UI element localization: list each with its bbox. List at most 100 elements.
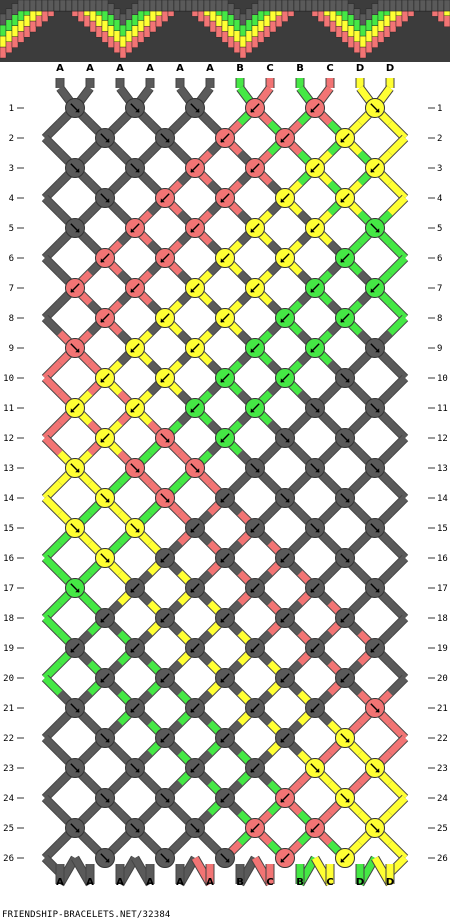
knot-arrowhead-icon [250,828,255,833]
knot [65,518,85,538]
knot [245,818,265,838]
knot [335,488,355,508]
knot [155,848,175,868]
knot-arrowhead-icon [280,858,285,863]
knot-arrowhead-icon [375,588,380,593]
knot-arrowhead-icon [310,588,315,593]
row-number-right: 19 [437,644,448,654]
knot [95,488,115,508]
knot [125,218,145,238]
knot [365,458,385,478]
knot [245,158,265,178]
strand-segment [42,480,63,501]
knot-arrowhead-icon [75,768,80,773]
row-number-right: 8 [437,314,442,324]
knot [215,128,235,148]
knot-arrowhead-icon [345,498,350,503]
row-number-left: 24 [3,794,14,804]
knot-arrowhead-icon [165,138,170,143]
knot [215,608,235,628]
strand-segment [42,315,63,336]
knot [155,488,175,508]
knot-arrowhead-icon [345,798,350,803]
strand-segment [387,135,408,156]
row-number-right: 11 [437,404,448,414]
knot [155,368,175,388]
knot-arrowhead-icon [135,168,140,173]
knot-arrowhead-icon [190,708,195,713]
knot [305,278,325,298]
knot [365,638,385,658]
knot [65,818,85,838]
knot [155,728,175,748]
knot-arrowhead-icon [165,438,170,443]
knot-arrowhead-icon [310,108,315,113]
knot [185,398,205,418]
knot [335,128,355,148]
row-number-right: 6 [437,254,442,264]
knot [305,638,325,658]
strand-segment [42,240,63,261]
knot [305,518,325,538]
knot [125,458,145,478]
knot-arrowhead-icon [105,198,110,203]
strand-segment [42,495,63,516]
knot [185,818,205,838]
knot [65,158,85,178]
strand-segment [387,735,408,756]
knot [65,578,85,598]
knot-arrowhead-icon [105,738,110,743]
row-number-left: 13 [3,464,14,474]
knot [245,638,265,658]
knot-arrowhead-icon [250,648,255,653]
knot [155,428,175,448]
knot-arrowhead-icon [250,228,255,233]
knot-arrowhead-icon [135,528,140,533]
row-number-left: 19 [3,644,14,654]
knot [185,338,205,358]
row-number-left: 3 [9,164,14,174]
strand-segment [387,375,408,396]
top-strand-label: A [206,63,214,74]
site-credit: FRIENDSHIP-BRACELETS.NET/32384 [2,910,171,920]
knot-arrowhead-icon [370,168,375,173]
knot [275,128,295,148]
row-number-left: 11 [3,404,14,414]
knot [65,98,85,118]
knot-arrowhead-icon [220,738,225,743]
knot-arrowhead-icon [70,408,75,413]
row-number-left: 14 [3,494,14,504]
knot-arrowhead-icon [75,108,80,113]
knot [335,548,355,568]
knot-arrowhead-icon [105,798,110,803]
knot-arrowhead-icon [75,528,80,533]
knot [125,698,145,718]
knot-arrowhead-icon [310,828,315,833]
knot-arrowhead-icon [250,168,255,173]
strand-segment [42,435,63,456]
knot [275,728,295,748]
knot [125,518,145,538]
knot-arrowhead-icon [160,198,165,203]
knot [335,428,355,448]
knot-arrowhead-icon [340,678,345,683]
knot-arrowhead-icon [310,288,315,293]
knot-arrowhead-icon [280,378,285,383]
knot [335,848,355,868]
knot-arrowhead-icon [250,348,255,353]
strand-segment [42,675,63,696]
knot [65,698,85,718]
knot [95,848,115,868]
knot-arrowhead-icon [105,138,110,143]
strand-segment [42,375,63,396]
knot [365,758,385,778]
knot-arrowhead-icon [375,468,380,473]
knot [335,188,355,208]
knot [155,608,175,628]
knot [125,338,145,358]
preview-stitch [443,0,450,12]
row-number-right: 4 [437,194,442,204]
knot [65,398,85,418]
knot-arrowhead-icon [340,138,345,143]
knot-arrowhead-icon [190,588,195,593]
